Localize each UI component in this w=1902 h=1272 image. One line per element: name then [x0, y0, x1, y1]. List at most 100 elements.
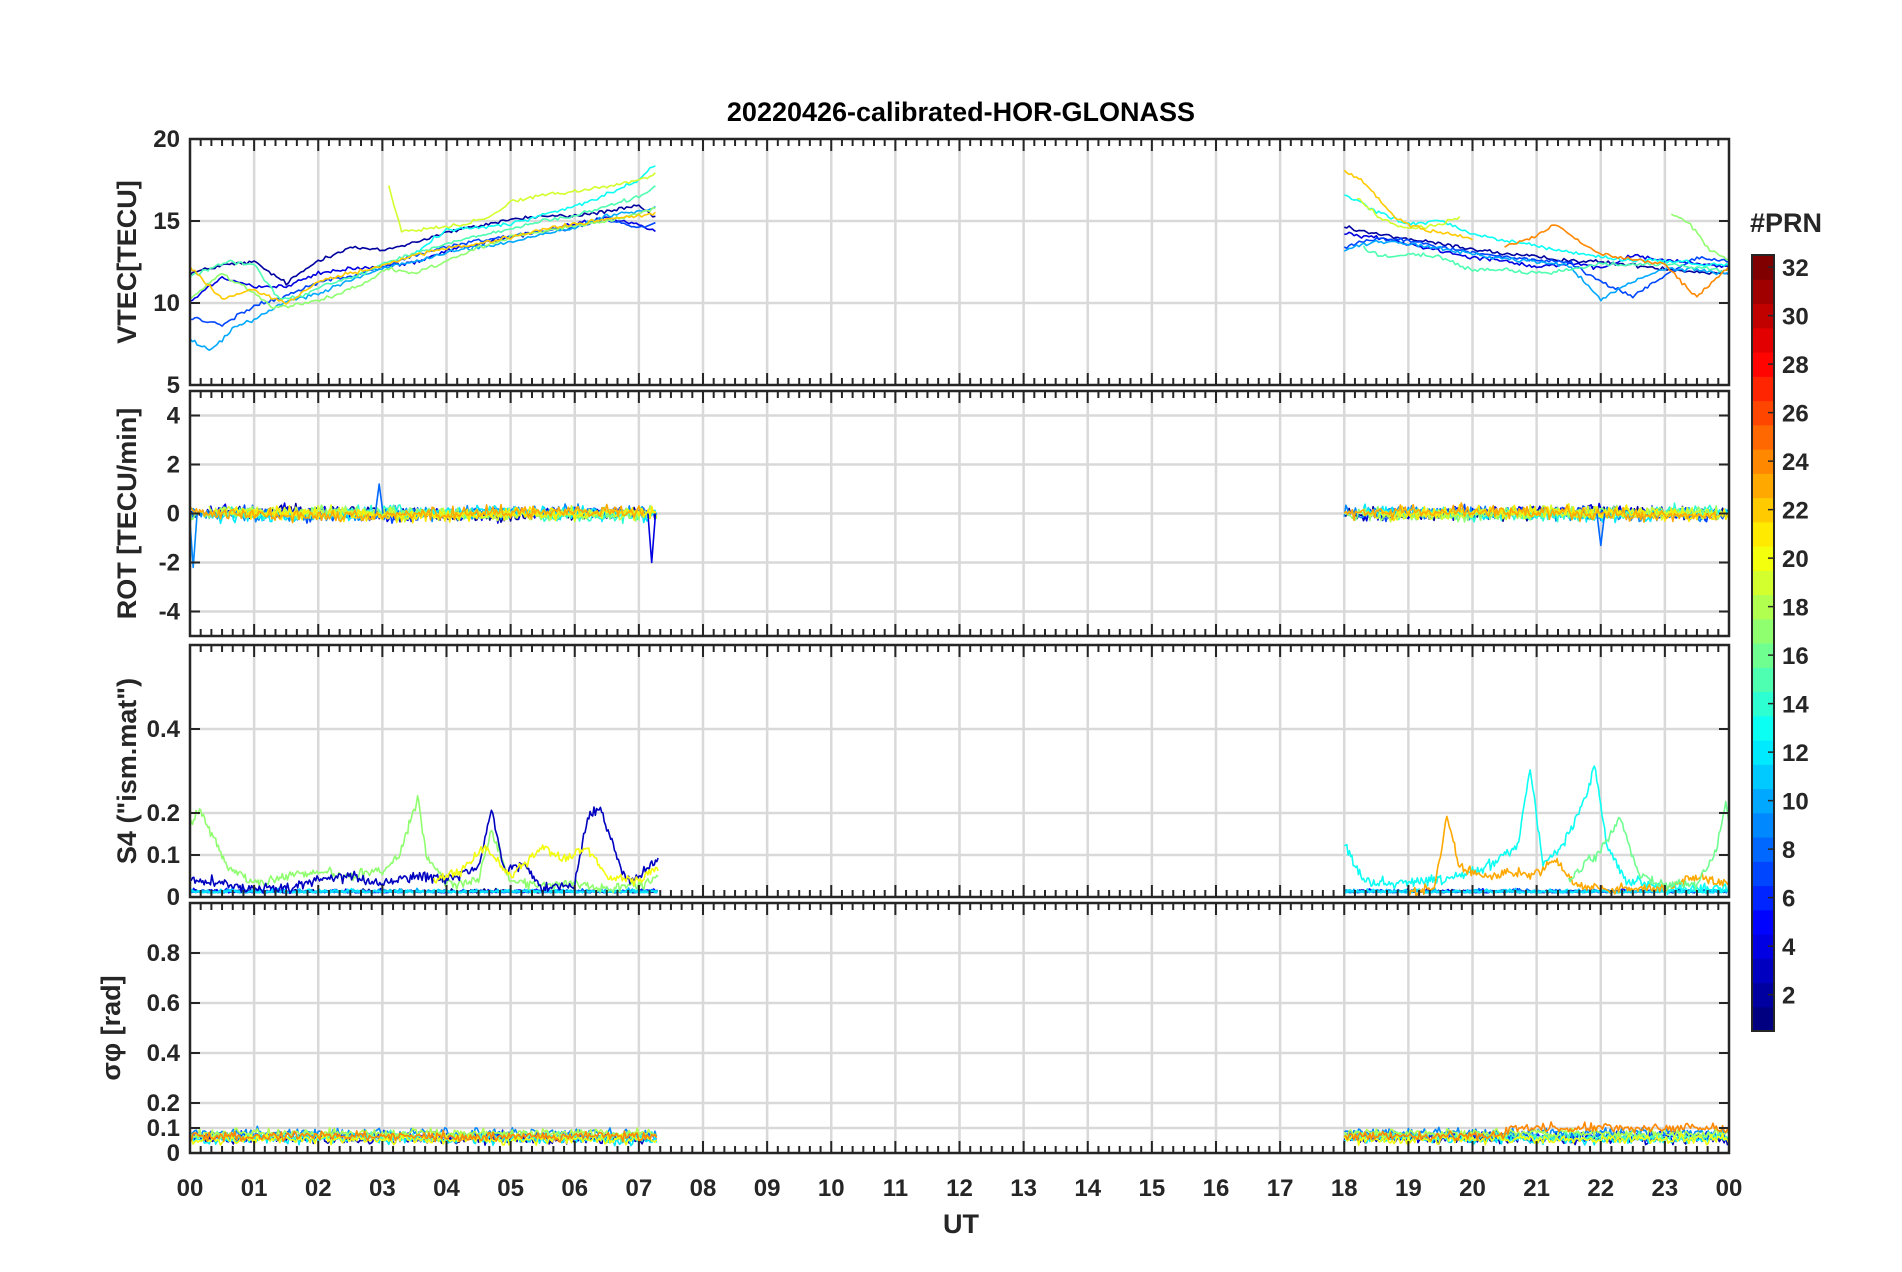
x-tick-label: 02	[305, 1175, 332, 1202]
panel-4-grid	[190, 903, 1729, 1153]
y-tick-label: 20	[153, 126, 180, 153]
y-tick-label: 0	[167, 1140, 180, 1167]
s4-baseline-prn-12	[190, 887, 659, 894]
vtec-series-prn-13	[413, 165, 1729, 268]
panel-1-series	[190, 165, 1729, 351]
colorbar-tick-label: 32	[1782, 255, 1809, 282]
y-tick-label: 0.1	[147, 842, 180, 869]
colorbar-cell	[1752, 424, 1774, 450]
panel-2: -4 -2 0 2 4 ROT [TECU/min]	[112, 389, 1731, 638]
s4-series-prn-16	[1567, 800, 1729, 892]
panel-2-ticks	[189, 391, 1730, 636]
x-tick-label: 19	[1395, 1175, 1422, 1202]
x-tick-label: 06	[561, 1175, 588, 1202]
y-tick-label: -4	[159, 599, 181, 626]
sigma-phi-series-prn-20	[190, 1133, 658, 1146]
vtec-series-prn-15	[190, 185, 1729, 300]
colorbar-cell	[1752, 546, 1774, 571]
colorbar-tick-label: 2	[1782, 983, 1795, 1010]
colorbar-cell	[1752, 691, 1774, 717]
colorbar-cell	[1752, 812, 1774, 838]
rot-spike-4	[1596, 513, 1606, 547]
colorbar-cell	[1752, 594, 1774, 620]
panel-2-series	[190, 483, 1729, 569]
colorbar-tick-label: 18	[1782, 595, 1809, 622]
x-tick-label: 08	[690, 1175, 717, 1202]
panel-3-grid	[190, 645, 1729, 897]
x-tick-label: 09	[754, 1175, 781, 1202]
colorbar-tick-label: 24	[1782, 449, 1809, 476]
x-tick-label: 17	[1267, 1175, 1294, 1202]
panel-3: 0 0.1 0.2 0.4S4 ("ism.mat")	[112, 643, 1731, 911]
x-tick-label: 03	[369, 1175, 396, 1202]
y-tick-label: 0	[167, 501, 180, 528]
colorbar-cell	[1752, 1006, 1774, 1032]
panel-4-ticks	[189, 903, 1730, 1154]
x-tick-label: 05	[497, 1175, 524, 1202]
colorbar-cell	[1752, 303, 1774, 329]
colorbar-cell	[1752, 861, 1774, 887]
x-tick-label: 00	[1716, 1175, 1743, 1202]
x-tick-label: 22	[1587, 1175, 1614, 1202]
colorbar-cell	[1752, 667, 1774, 693]
colorbar-cell	[1752, 400, 1774, 426]
colorbar-tick-label: 8	[1782, 837, 1795, 864]
y-tick-label: 0.4	[147, 716, 181, 743]
rot-spike-2	[374, 483, 384, 514]
rot-series-prn-23	[190, 503, 645, 524]
rot-series-prn-23	[1343, 502, 1717, 523]
colorbar-cell	[1752, 327, 1774, 353]
colorbar-tick-label: 16	[1782, 643, 1809, 670]
panel-1-ylabel: VTEC[TECU]	[112, 180, 142, 344]
colorbar-cell	[1752, 764, 1774, 790]
x-tick-label: 01	[241, 1175, 268, 1202]
colorbar-cell	[1752, 788, 1774, 814]
colorbar-cell	[1752, 909, 1774, 935]
x-tick-label: 15	[1139, 1175, 1166, 1202]
colorbar-cell	[1752, 982, 1774, 1008]
panel-3-ticks	[189, 645, 1730, 898]
panel-1-grid	[190, 139, 1729, 385]
x-tick-label: 23	[1652, 1175, 1679, 1202]
panel-1: 5 10 15 20 VTEC[TECU]	[112, 126, 1731, 399]
colorbar-tick-label: 10	[1782, 789, 1809, 816]
vtec-series-prn-22	[190, 169, 1473, 305]
colorbar-cell	[1752, 376, 1774, 402]
colorbar-cell	[1752, 643, 1774, 668]
colorbar-tick-label: 30	[1782, 304, 1809, 331]
x-tick-label: 00	[177, 1175, 204, 1202]
colorbar-cell	[1752, 255, 1774, 280]
y-tick-label: 4	[167, 403, 181, 430]
colorbar-cell	[1752, 958, 1774, 984]
x-tick-label: 20	[1459, 1175, 1486, 1202]
y-tick-label: 0.2	[147, 1090, 180, 1117]
colorbar-tick-label: 4	[1782, 934, 1796, 961]
colorbar-cell	[1752, 473, 1774, 499]
colorbar-label: #PRN	[1750, 208, 1822, 238]
x-tick-label: 11	[883, 1175, 908, 1202]
figure-title: 20220426-calibrated-HOR-GLONASS	[727, 97, 1195, 127]
colorbar-tick-label: 14	[1782, 692, 1809, 719]
colorbar-cell	[1752, 618, 1774, 644]
y-tick-label: 0.2	[147, 800, 180, 827]
x-tick-label: 04	[433, 1175, 460, 1202]
x-tick-label: 07	[626, 1175, 653, 1202]
colorbar-tick-label: 22	[1782, 498, 1809, 525]
colorbar-cell	[1752, 352, 1774, 377]
panel-1-ticks	[189, 138, 1730, 386]
x-tick-label: 21	[1523, 1175, 1550, 1202]
sigma-phi-series-prn-20	[1343, 1133, 1729, 1146]
x-tick-label: 16	[1203, 1175, 1230, 1202]
s4-series-prn-17	[190, 795, 659, 894]
sigma-phi-series-prn-18	[190, 1127, 657, 1141]
colorbar-tick-label: 26	[1782, 401, 1809, 428]
colorbar-cell	[1752, 837, 1774, 862]
x-tick-label: 12	[946, 1175, 973, 1202]
colorbar-cell	[1752, 715, 1774, 741]
s4-series-prn-3	[190, 806, 659, 896]
x-axis-label: UT	[943, 1209, 979, 1239]
sigma-phi-series-prn-24	[1344, 1121, 1729, 1142]
panel-4: 00.10.2 0.4 0.6 0.8 σφ [rad] 00 01 02 03 04 05 06 07…	[96, 901, 1743, 1202]
